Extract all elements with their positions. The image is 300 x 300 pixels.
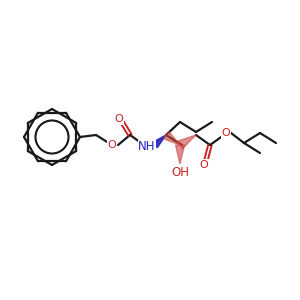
Polygon shape: [178, 135, 196, 149]
Text: OH: OH: [171, 166, 189, 178]
Text: O: O: [222, 128, 230, 138]
Text: NH: NH: [138, 140, 156, 154]
Text: O: O: [115, 114, 123, 124]
Polygon shape: [164, 131, 180, 145]
Polygon shape: [153, 135, 166, 148]
Text: O: O: [108, 140, 116, 150]
Polygon shape: [176, 145, 184, 164]
Text: O: O: [200, 160, 208, 170]
